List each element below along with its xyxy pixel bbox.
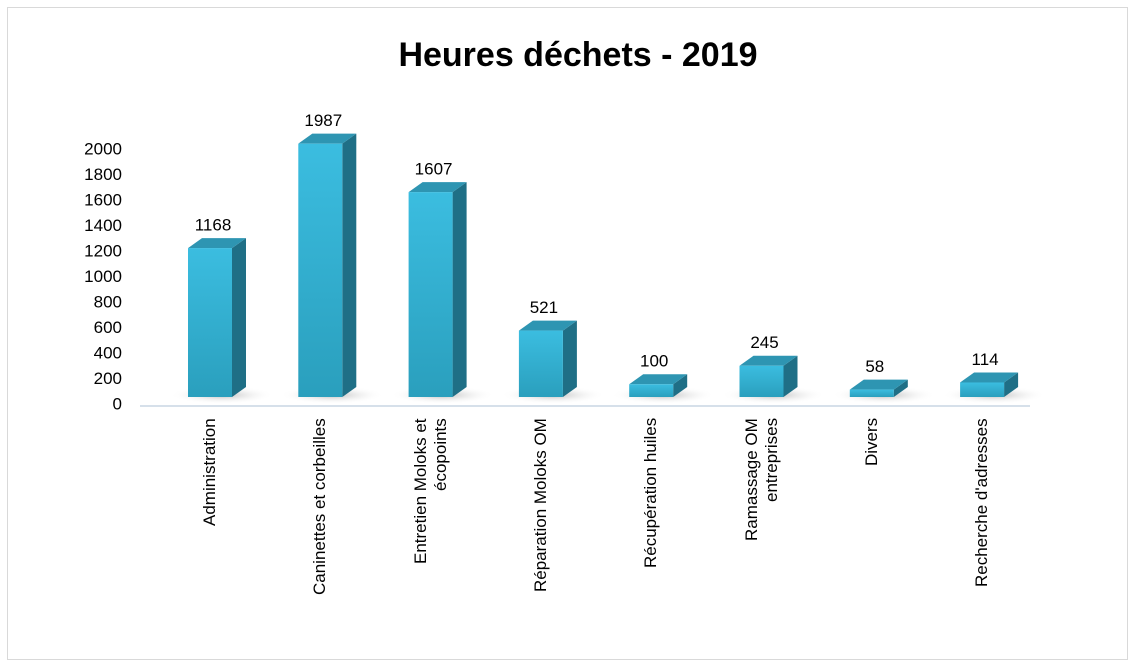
- x-tick-label: Caninettes et corbeilles: [310, 418, 330, 595]
- bar-top: [408, 182, 467, 193]
- bar: [518, 320, 577, 397]
- bar-side: [893, 379, 908, 397]
- bar-side: [1004, 372, 1019, 397]
- bar-front: [188, 248, 232, 397]
- bar: [408, 182, 467, 397]
- bar-top: [849, 379, 908, 390]
- value-label: 114: [972, 350, 999, 369]
- bar-top: [188, 238, 246, 249]
- bar-front: [298, 143, 343, 397]
- bar-top: [518, 320, 577, 331]
- x-tick-label: Réparation Moloks OM: [530, 418, 550, 592]
- value-label: 1168: [195, 216, 232, 235]
- x-tick-label: Ramassage OM entreprises: [741, 418, 781, 541]
- bar-front: [629, 384, 674, 397]
- bar-side: [562, 320, 577, 397]
- bar-front: [849, 389, 894, 397]
- value-label: 1607: [415, 160, 453, 179]
- value-label: 100: [640, 352, 668, 371]
- chart-title: Heures déchets - 2019: [398, 36, 757, 74]
- y-tick-label: 1400: [84, 216, 122, 235]
- bar-front: [960, 382, 1005, 397]
- bar-top: [298, 133, 357, 144]
- value-label: 521: [530, 298, 558, 317]
- y-tick-label: 200: [94, 369, 122, 388]
- x-tick-label: Entretien Moloks et écopoints: [410, 418, 450, 564]
- y-tick-label: 1600: [84, 190, 122, 209]
- bar-side: [342, 133, 357, 397]
- y-tick-label: 1800: [84, 165, 122, 184]
- y-tick-label: 600: [94, 318, 122, 337]
- bar-side: [452, 182, 467, 397]
- bar-side: [232, 238, 246, 397]
- bar: [298, 133, 357, 397]
- bar-front: [739, 365, 784, 397]
- y-tick-label: 400: [94, 343, 122, 362]
- x-tick-label: Divers: [861, 418, 881, 467]
- bar: [739, 355, 798, 397]
- y-tick-label: 1200: [84, 241, 122, 260]
- bar-front: [408, 192, 453, 397]
- bar-top: [739, 355, 798, 366]
- bar: [629, 374, 688, 397]
- bar: [188, 238, 246, 397]
- x-tick-label: Récupération huiles: [641, 418, 661, 569]
- x-tick-label: Recherche d'adresses: [972, 418, 992, 587]
- y-tick-label: 800: [94, 292, 122, 311]
- chart-border: [7, 7, 1128, 660]
- bar-top: [629, 374, 688, 385]
- bar-side: [783, 355, 798, 397]
- bar-side: [673, 374, 688, 397]
- y-tick-label: 0: [113, 394, 122, 413]
- y-tick-label: 1000: [84, 267, 122, 286]
- x-tick-label: Administration: [200, 418, 219, 526]
- bar-top: [960, 372, 1019, 383]
- bar-front: [518, 330, 563, 397]
- y-tick-label: 2000: [84, 139, 122, 158]
- bar: [960, 372, 1019, 397]
- bar: [849, 379, 908, 397]
- value-label: 1987: [304, 111, 342, 130]
- value-label: 245: [750, 333, 778, 352]
- value-label: 58: [865, 357, 884, 376]
